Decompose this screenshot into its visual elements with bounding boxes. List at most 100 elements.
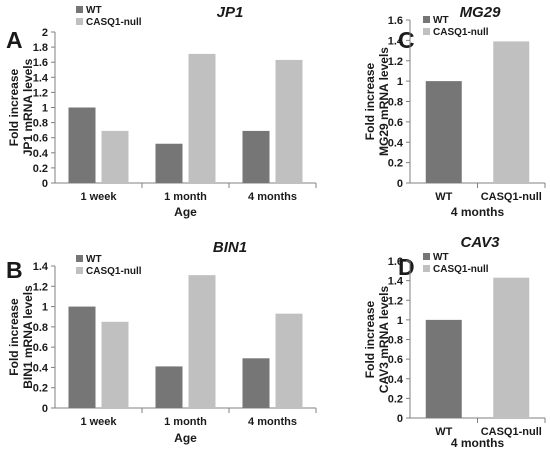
x-tick-label: CASQ1-null: [481, 426, 542, 438]
y-tick-label: 0: [397, 178, 403, 190]
legend-swatch-wt: [76, 6, 83, 13]
x-tick-label: 1 week: [80, 416, 117, 428]
y-tick-label: 1.6: [388, 256, 403, 268]
x-tick-label: 1 month: [164, 416, 207, 428]
y-tick-label: 0.2: [33, 163, 48, 175]
x-tick-label: 4 months: [248, 191, 297, 203]
y-axis-title: Fold increaseCAV3 mRNA levels: [363, 285, 391, 393]
chart-title: MG29: [460, 4, 502, 21]
x-tick-label: CASQ1-null: [481, 191, 542, 203]
y-tick-label: 1.2: [33, 87, 48, 99]
y-axis-title-line: Fold increase: [363, 301, 377, 379]
y-tick-label: 0.8: [33, 322, 48, 334]
legend-swatch-wt: [423, 253, 430, 260]
bar-casq1-null-casq1-null: [493, 277, 530, 418]
y-axis-title-line: Fold increase: [7, 298, 21, 376]
y-tick-label: 0: [42, 403, 48, 415]
bar-casq1-null-4-months: [275, 59, 303, 184]
y-axis-title: Fold increaseJP1 mRNA levels: [7, 58, 35, 156]
x-tick-label: 1 week: [80, 191, 117, 203]
y-tick-label: 0.6: [33, 342, 48, 354]
legend-label: WT: [86, 5, 102, 16]
bar-wt-4-months: [242, 358, 270, 408]
legend-label: CASQ1-null: [86, 17, 142, 28]
y-tick-label: 0: [42, 178, 48, 190]
y-tick-label: 1.6: [388, 15, 403, 27]
bar-wt-1-month: [155, 366, 183, 408]
x-axis-title: Age: [174, 431, 197, 445]
y-tick-label: 1.6: [33, 57, 48, 69]
y-tick-label: 1.8: [33, 42, 48, 54]
y-axis-title-line: CAV3 mRNA levels: [377, 285, 391, 393]
legend-swatch-casq1-null: [423, 28, 430, 35]
y-tick-label: 0.4: [388, 137, 404, 149]
bar-casq1-null-1-month: [188, 53, 216, 183]
y-tick-label: 2: [42, 27, 48, 39]
bar-wt-1-week: [68, 306, 96, 408]
legend-label: WT: [86, 254, 102, 265]
bar-casq1-null-casq1-null: [493, 41, 530, 183]
y-axis-title-line: Fold increase: [363, 63, 377, 141]
y-axis-title-line: MG29 mRNA levels: [377, 47, 391, 156]
y-tick-label: 1.4: [388, 35, 404, 47]
y-axis-title-line: BIN1 mRNA levels: [21, 285, 35, 389]
y-axis-title-line: Fold increase: [7, 69, 21, 147]
y-tick-label: 0.8: [388, 335, 403, 347]
y-tick-label: 1.2: [388, 295, 403, 307]
y-tick-label: 0.6: [388, 117, 403, 129]
y-tick-label: 1.2: [33, 281, 48, 293]
y-tick-label: 0.4: [388, 374, 404, 386]
chart-panel-b: B BIN1 0 0.2 0.4 0.6 0.8 1 1.2 1.4 1 week 1 month 4 …: [6, 239, 317, 445]
legend-swatch-casq1-null: [76, 267, 83, 274]
y-tick-label: 1.4: [388, 276, 404, 288]
y-tick-label: 0.8: [388, 97, 403, 109]
x-tick-label: WT: [435, 426, 452, 438]
y-tick-label: 1: [397, 315, 403, 327]
x-axis-title: Age: [174, 205, 197, 219]
x-axis-title: 4 months: [451, 205, 505, 219]
y-axis-title: Fold increaseBIN1 mRNA levels: [7, 285, 35, 389]
y-tick-label: 0.4: [33, 362, 49, 374]
bar-casq1-null-4-months: [275, 313, 303, 408]
bar-casq1-null-1-week: [101, 130, 129, 183]
chart-title: CAV3: [461, 234, 501, 251]
y-tick-label: 0.6: [33, 133, 48, 145]
y-axis-title: Fold increaseMG29 mRNA levels: [363, 47, 391, 156]
legend-label: WT: [433, 252, 449, 263]
legend-label: CASQ1-null: [433, 264, 489, 275]
panel-letter: A: [6, 27, 23, 53]
y-tick-label: 0.2: [388, 393, 403, 405]
legend-swatch-wt: [423, 16, 430, 23]
bar-casq1-null-1-month: [188, 275, 216, 408]
y-tick-label: 0.2: [33, 383, 48, 395]
chart-title: BIN1: [213, 239, 247, 256]
bar-wt-wt: [425, 81, 462, 183]
y-tick-label: 0.8: [33, 118, 48, 130]
y-tick-label: 0: [397, 413, 403, 425]
x-tick-label: 1 month: [164, 191, 207, 203]
y-tick-label: 1.4: [33, 72, 49, 84]
bar-casq1-null-1-week: [101, 321, 129, 408]
bar-wt-1-week: [68, 107, 96, 183]
legend-label: WT: [433, 15, 449, 26]
chart-title: JP1: [217, 4, 244, 21]
y-tick-label: 1: [42, 302, 48, 314]
legend-swatch-casq1-null: [423, 265, 430, 272]
legend-swatch-wt: [76, 255, 83, 262]
y-tick-label: 1: [42, 103, 48, 115]
x-tick-label: WT: [435, 191, 452, 203]
x-axis-title: 4 months: [451, 436, 505, 450]
bar-wt-4-months: [242, 130, 270, 183]
chart-panel-a: A JP1 0 0.2 0.4 0.6 0.8 1 1.2 1.4 1.6 1.8 2 1 week 1 m…: [6, 4, 317, 219]
legend-swatch-casq1-null: [76, 18, 83, 25]
y-axis-title-line: JP1 mRNA levels: [21, 58, 35, 156]
y-tick-label: 1.4: [33, 261, 49, 273]
legend-label: CASQ1-null: [86, 266, 142, 277]
y-tick-label: 0.2: [388, 158, 403, 170]
y-tick-label: 1: [397, 76, 403, 88]
x-tick-label: 4 months: [248, 416, 297, 428]
